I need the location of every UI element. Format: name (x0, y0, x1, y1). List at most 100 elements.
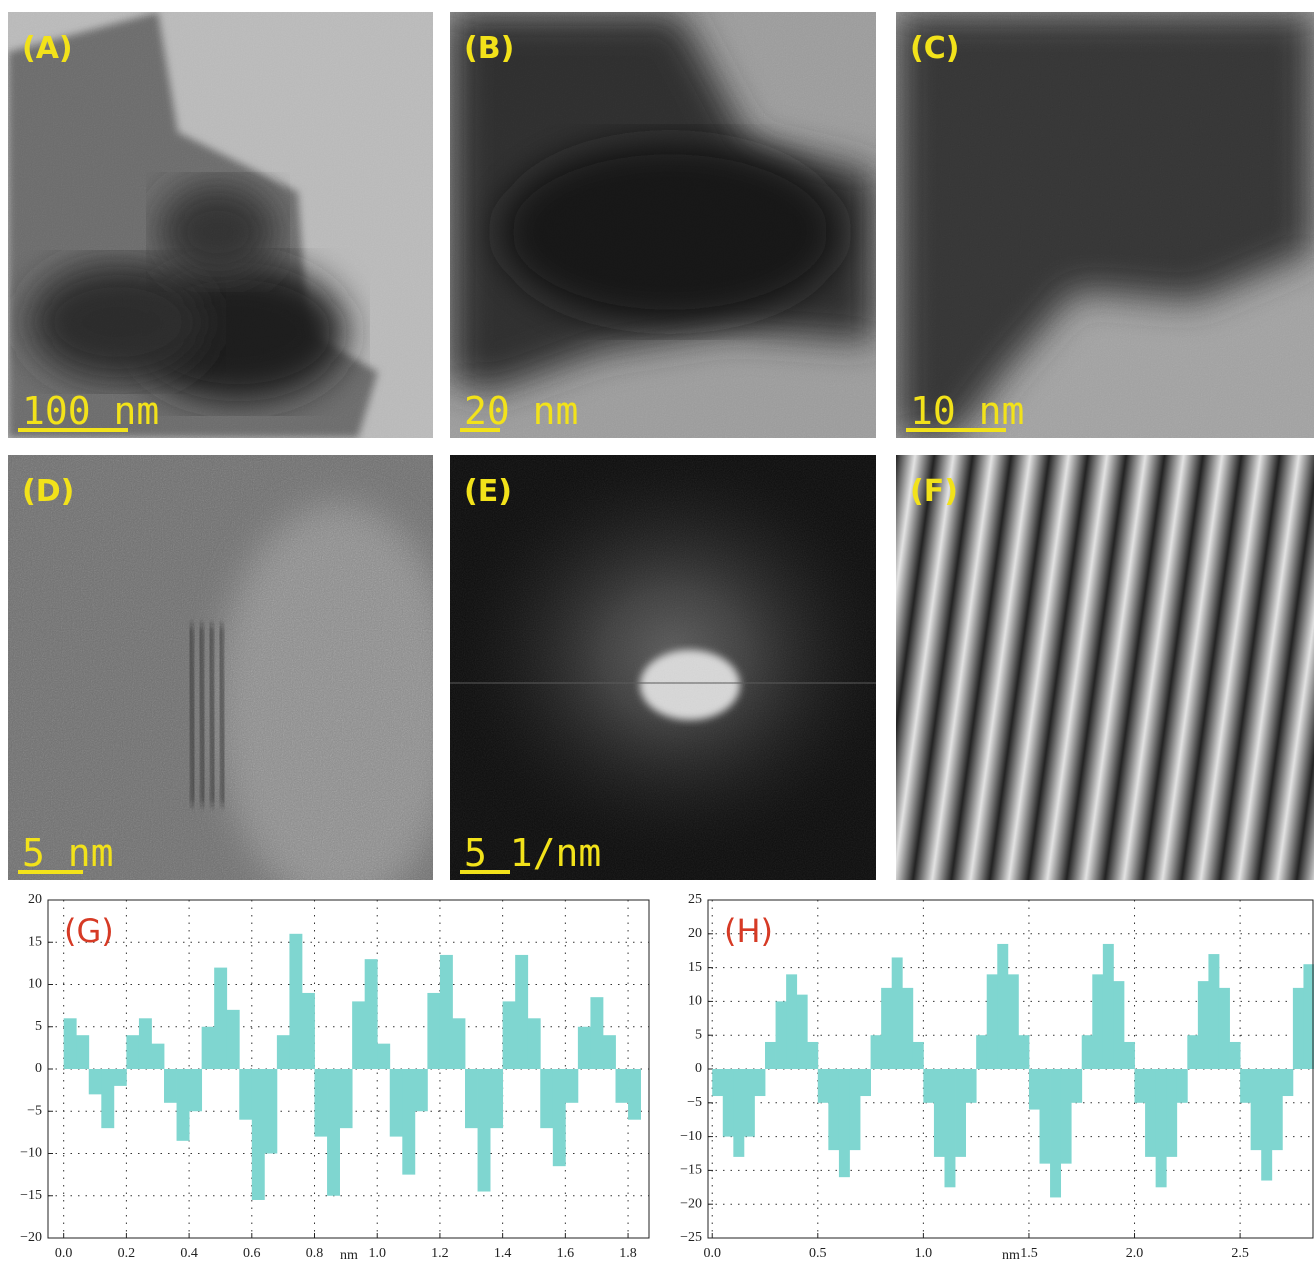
scale-bar-label: 20 nm (464, 389, 578, 433)
x-tick-label: 0.0 (703, 1246, 721, 1261)
bar (902, 988, 913, 1069)
bar (892, 957, 903, 1069)
bar (515, 955, 528, 1069)
image-panel: (B) 20 nm (450, 12, 876, 438)
bar (934, 1069, 945, 1157)
x-tick-label: 0.5 (809, 1246, 827, 1261)
scale-bar-label: 100 nm (22, 389, 159, 433)
x-tick-label: 1.0 (915, 1246, 933, 1261)
bar (402, 1069, 415, 1175)
bar (76, 1035, 89, 1069)
bar (628, 1069, 641, 1120)
y-tick-label: 10 (688, 994, 702, 1009)
bar (1018, 1035, 1029, 1069)
y-tick-label: −20 (680, 1196, 702, 1211)
panel-annotation: (H) (724, 912, 773, 950)
y-tick-label: 20 (688, 926, 702, 941)
bar (590, 997, 603, 1069)
bar (603, 1035, 616, 1069)
bar (1071, 1069, 1082, 1103)
bar (1050, 1069, 1061, 1197)
bar (839, 1069, 850, 1177)
bar (997, 944, 1008, 1069)
y-tick-label: −15 (20, 1188, 42, 1203)
x-tick-label: 1.6 (557, 1246, 575, 1261)
x-axis-label: nm (340, 1248, 358, 1262)
bar (1040, 1069, 1051, 1164)
bar (377, 1044, 390, 1069)
y-tick-label: −10 (680, 1129, 702, 1144)
bar (440, 955, 453, 1069)
bar (189, 1069, 202, 1111)
x-axis-label: nm (1002, 1248, 1020, 1262)
bar (214, 968, 227, 1069)
bar (264, 1069, 277, 1154)
x-tick-label: 0.4 (180, 1246, 198, 1261)
bar (139, 1018, 152, 1069)
x-tick-label: 0.6 (243, 1246, 261, 1261)
scale-bar-label: 5 nm (22, 831, 114, 875)
scale-bar (460, 428, 500, 432)
figure: (A) 100 nm (B) 20 nm (C)10 nm (D) 5 nm (E)5 1/n… (0, 0, 1314, 1262)
bar (944, 1069, 955, 1187)
y-tick-label: −15 (680, 1163, 702, 1178)
bar (913, 1042, 924, 1069)
x-tick-label: 0.8 (306, 1246, 324, 1261)
bar (1282, 1069, 1293, 1096)
bar (1177, 1069, 1188, 1103)
y-tick-label: 5 (695, 1027, 702, 1042)
bar (1272, 1069, 1283, 1150)
bar (1187, 1035, 1198, 1069)
panel-label: (B) (464, 31, 514, 66)
bar (202, 1027, 215, 1069)
bar (1008, 974, 1019, 1069)
bar (723, 1069, 734, 1137)
bar (452, 1018, 465, 1069)
bar (315, 1069, 328, 1137)
bar (860, 1069, 871, 1096)
bar (164, 1069, 177, 1103)
bar (871, 1035, 882, 1069)
bar (923, 1069, 934, 1103)
y-tick-label: −5 (27, 1103, 42, 1118)
bar (1208, 954, 1219, 1069)
image-panel: (A) 100 nm (8, 12, 433, 438)
bar (1145, 1069, 1156, 1157)
image-panel: (C)10 nm (896, 12, 1314, 438)
bar (786, 974, 797, 1069)
bar (227, 1010, 240, 1069)
scale-bar (18, 428, 128, 432)
bar (340, 1069, 353, 1128)
bar (64, 1018, 77, 1069)
panel-label: (D) (22, 474, 74, 509)
bar (1061, 1069, 1072, 1164)
bar (177, 1069, 190, 1141)
bar (733, 1069, 744, 1157)
bar (1103, 944, 1114, 1069)
bar (849, 1069, 860, 1150)
y-tick-label: 25 (688, 892, 702, 907)
bar (1230, 1042, 1241, 1069)
x-tick-label: 1.2 (431, 1246, 449, 1261)
x-tick-label: 2.5 (1231, 1246, 1249, 1261)
x-tick-label: 2.0 (1126, 1246, 1144, 1261)
bar (828, 1069, 839, 1150)
scale-bar (18, 870, 83, 874)
bar (390, 1069, 403, 1137)
x-tick-label: 0.2 (118, 1246, 136, 1261)
image-panel: (D) 5 nm (8, 455, 458, 905)
y-tick-label: −20 (20, 1230, 42, 1245)
y-tick-label: 20 (28, 892, 42, 907)
bar (1198, 981, 1209, 1069)
bar (1135, 1069, 1146, 1103)
bar (1082, 1035, 1093, 1069)
panel-label: (A) (22, 31, 73, 66)
bar (151, 1044, 164, 1069)
bar (1261, 1069, 1272, 1181)
bar (101, 1069, 114, 1128)
image-panel: (E)5 1/nm (435, 435, 915, 880)
bar (976, 1035, 987, 1069)
bar (289, 934, 302, 1069)
bar (490, 1069, 503, 1128)
bar (1293, 988, 1304, 1069)
